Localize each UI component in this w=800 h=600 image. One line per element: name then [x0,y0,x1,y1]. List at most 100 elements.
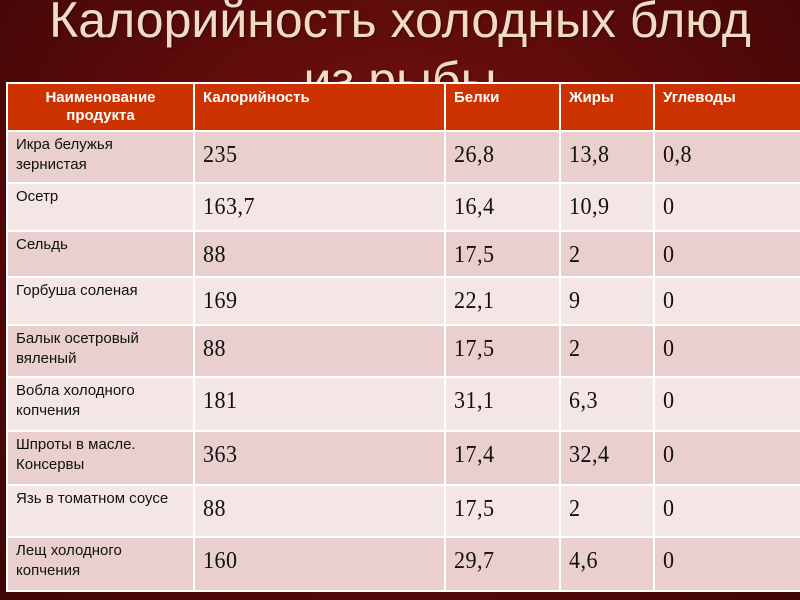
table-row: Язь в томатном соусе 88 17,5 2 0 [6,484,800,538]
protein-cell: 22,1 [444,276,561,326]
protein-cell: 17,5 [444,230,561,278]
fat-cell-value: 10,9 [569,194,610,220]
slide-title: Калорийность холодных блюд из рыбы [0,0,800,110]
fat-cell: 32,4 [559,430,655,486]
fat-cell-value: 32,4 [569,442,610,468]
calories-cell-value: 160 [203,548,238,574]
table-row: Осетр 163,7 16,4 10,9 0 [6,182,800,232]
product-name-cell: Осетр [6,182,195,232]
product-name-cell: Язь в томатном соусе [6,484,195,538]
fat-cell-value: 4,6 [569,548,598,574]
protein-cell-value: 17,5 [454,336,495,362]
protein-cell: 17,5 [444,324,561,378]
fat-cell: 9 [559,276,655,326]
header-protein: Белки [444,82,561,132]
calories-cell: 163,7 [193,182,446,232]
table-row: Лещ холодного копчения 160 29,7 4,6 0 [6,536,800,592]
product-name-cell: Вобла холодного копчения [6,376,195,432]
carbs-cell-value: 0 [663,388,675,414]
carbs-cell-value: 0 [663,548,675,574]
carbs-cell-value: 0 [663,194,675,220]
table-row: Икра белужья зернистая 235 26,8 13,8 0,8 [6,130,800,184]
slide-title-line1: Калорийность холодных блюд [49,0,751,48]
protein-cell: 17,5 [444,484,561,538]
protein-cell: 16,4 [444,182,561,232]
fat-cell-value: 2 [569,496,581,522]
fat-cell-value: 13,8 [569,142,610,168]
carbs-cell: 0,8 [653,130,800,184]
table-body: Икра белужья зернистая 235 26,8 13,8 0,8 Осет… [6,130,800,592]
fat-cell: 13,8 [559,130,655,184]
protein-cell-value: 17,4 [454,442,495,468]
table-header-row: Наименование продукта Калорийность Белки… [6,82,800,132]
protein-cell-value: 16,4 [454,194,495,220]
table-row: Шпроты в масле. Консервы 363 17,4 32,4 0 [6,430,800,486]
calories-cell: 235 [193,130,446,184]
calories-cell: 363 [193,430,446,486]
carbs-cell: 0 [653,376,800,432]
carbs-cell: 0 [653,230,800,278]
fat-cell: 2 [559,484,655,538]
table-row: Горбуша соленая 169 22,1 9 0 [6,276,800,326]
protein-cell-value: 22,1 [454,288,495,314]
header-fat: Жиры [559,82,655,132]
protein-cell-value: 29,7 [454,548,495,574]
header-calories: Калорийность [193,82,446,132]
product-name-cell: Шпроты в масле. Консервы [6,430,195,486]
protein-cell: 17,4 [444,430,561,486]
product-name-cell: Икра белужья зернистая [6,130,195,184]
table-row: Сельдь 88 17,5 2 0 [6,230,800,278]
protein-cell-value: 26,8 [454,142,495,168]
carbs-cell: 0 [653,536,800,592]
protein-cell: 31,1 [444,376,561,432]
fat-cell: 6,3 [559,376,655,432]
fat-cell-value: 6,3 [569,388,598,414]
calories-cell-value: 169 [203,288,238,314]
product-name-cell: Балык осетровый вяленый [6,324,195,378]
carbs-cell-value: 0 [663,442,675,468]
fat-cell-value: 9 [569,288,581,314]
carbs-cell: 0 [653,276,800,326]
calories-cell-value: 181 [203,388,238,414]
calories-cell-value: 88 [203,242,226,268]
calories-cell-value: 88 [203,496,226,522]
header-carbs: Углеводы [653,82,800,132]
fat-cell-value: 2 [569,336,581,362]
calories-cell-value: 163,7 [203,194,255,220]
protein-cell: 29,7 [444,536,561,592]
fat-cell: 2 [559,324,655,378]
table-row: Вобла холодного копчения 181 31,1 6,3 0 [6,376,800,432]
calories-cell: 88 [193,230,446,278]
calories-cell: 160 [193,536,446,592]
fat-cell: 10,9 [559,182,655,232]
carbs-cell-value: 0,8 [663,142,692,168]
carbs-cell-value: 0 [663,242,675,268]
carbs-cell-value: 0 [663,336,675,362]
nutrition-table: Наименование продукта Калорийность Белки… [6,82,800,592]
fat-cell: 2 [559,230,655,278]
calories-cell: 88 [193,324,446,378]
fat-cell-value: 2 [569,242,581,268]
protein-cell-value: 17,5 [454,496,495,522]
calories-cell-value: 235 [203,142,238,168]
product-name-cell: Лещ холодного копчения [6,536,195,592]
carbs-cell: 0 [653,430,800,486]
calories-cell: 181 [193,376,446,432]
header-product-name: Наименование продукта [6,82,195,132]
carbs-cell-value: 0 [663,288,675,314]
fat-cell: 4,6 [559,536,655,592]
product-name-cell: Сельдь [6,230,195,278]
carbs-cell-value: 0 [663,496,675,522]
table-row: Балык осетровый вяленый 88 17,5 2 0 [6,324,800,378]
carbs-cell: 0 [653,484,800,538]
calories-cell-value: 88 [203,336,226,362]
protein-cell-value: 17,5 [454,242,495,268]
carbs-cell: 0 [653,324,800,378]
calories-cell: 88 [193,484,446,538]
product-name-cell: Горбуша соленая [6,276,195,326]
calories-cell-value: 363 [203,442,238,468]
protein-cell-value: 31,1 [454,388,495,414]
calories-cell: 169 [193,276,446,326]
carbs-cell: 0 [653,182,800,232]
protein-cell: 26,8 [444,130,561,184]
